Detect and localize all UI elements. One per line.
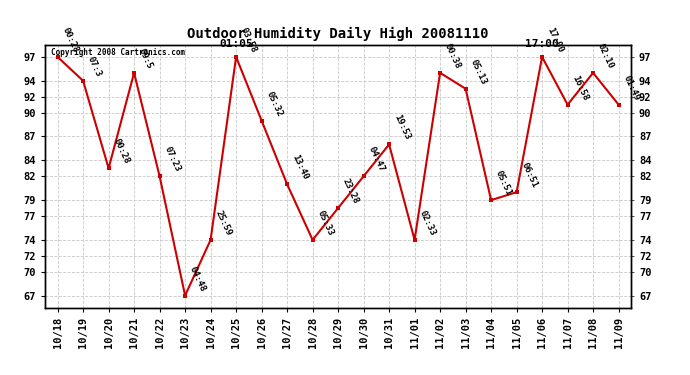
Text: 00:28: 00:28	[61, 26, 80, 54]
Text: 03:58: 03:58	[239, 26, 258, 54]
Text: 06:51: 06:51	[520, 161, 539, 189]
Text: 05:13: 05:13	[469, 58, 488, 86]
Text: 02:33: 02:33	[417, 209, 437, 237]
Text: 05:32: 05:32	[264, 90, 284, 118]
Text: 16:58: 16:58	[571, 74, 590, 102]
Text: 02:10: 02:10	[596, 42, 615, 70]
Text: 17:00: 17:00	[525, 39, 559, 49]
Text: 05:33: 05:33	[315, 209, 335, 237]
Text: 25:59: 25:59	[213, 209, 233, 237]
Text: 13:40: 13:40	[290, 153, 309, 182]
Text: 04:48: 04:48	[188, 265, 208, 293]
Text: 17:00: 17:00	[545, 26, 564, 54]
Text: 23:28: 23:28	[341, 177, 360, 205]
Text: 01:49: 01:49	[622, 74, 641, 102]
Text: 19:53: 19:53	[392, 114, 411, 142]
Text: 00:28: 00:28	[111, 137, 131, 165]
Text: 01:05: 01:05	[219, 39, 253, 49]
Text: 07:23: 07:23	[162, 145, 182, 174]
Text: 00:38: 00:38	[443, 42, 462, 70]
Text: 04:47: 04:47	[366, 145, 386, 174]
Text: 09:5: 09:5	[137, 47, 154, 70]
Text: 07:3: 07:3	[86, 55, 103, 78]
Text: Copyright 2008 Cartronics.com: Copyright 2008 Cartronics.com	[51, 48, 185, 57]
Title: Outdoor Humidity Daily High 20081110: Outdoor Humidity Daily High 20081110	[188, 27, 489, 41]
Text: 05:51: 05:51	[494, 169, 513, 197]
